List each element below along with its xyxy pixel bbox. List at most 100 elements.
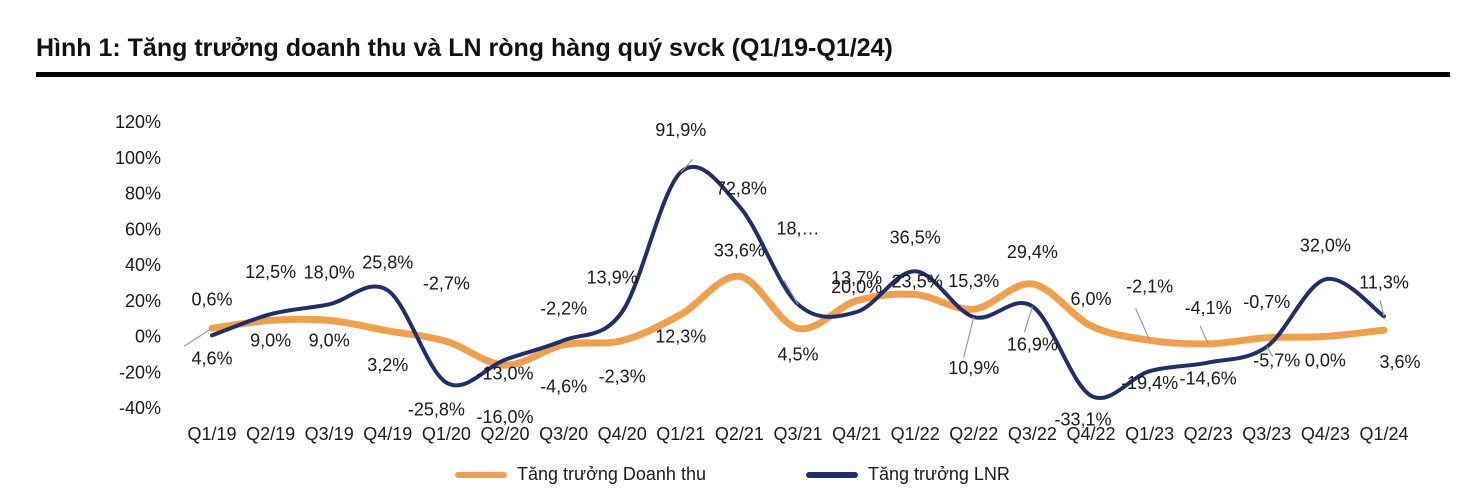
- lnr-data-label: 18,0%: [304, 262, 355, 282]
- revenue-point: [445, 340, 448, 343]
- x-tick-label: Q1/21: [656, 424, 705, 444]
- revenue-data-label: 33,6%: [714, 240, 765, 260]
- lnr-data-label: -19,4%: [1121, 373, 1178, 393]
- x-tick-label: Q3/21: [773, 424, 822, 444]
- lnr-point: [328, 303, 331, 306]
- revenue-point: [1383, 329, 1386, 332]
- revenue-data-label: 20,0%: [831, 277, 882, 297]
- x-tick-label: Q3/22: [1008, 424, 1057, 444]
- legend-item-lnr: Tăng trưởng LNR: [806, 464, 1010, 485]
- revenue-point: [855, 299, 858, 302]
- y-tick-label: -20%: [119, 362, 161, 382]
- lnr-growth-line: [210, 164, 1386, 400]
- revenue-point: [914, 293, 917, 296]
- revenue-point: [738, 275, 741, 278]
- chart-legend: Tăng trưởng Doanh thu Tăng trưởng LNR: [0, 464, 1480, 492]
- lnr-data-label: 11,3%: [1359, 272, 1409, 292]
- x-tick-label: Q1/19: [187, 424, 236, 444]
- label-leader-line: [183, 327, 213, 347]
- y-tick-label: 120%: [115, 112, 161, 132]
- figure-title: Hình 1: Tăng trưởng doanh thu và LN ròng…: [36, 34, 893, 62]
- lnr-data-label: -25,8%: [408, 400, 465, 420]
- lnr-data-label: -14,6%: [1180, 369, 1237, 389]
- label-leader-line: [1379, 300, 1385, 317]
- legend-swatch-revenue: [455, 471, 507, 478]
- x-tick-label: Q4/22: [1066, 424, 1115, 444]
- x-tick-label: Q2/21: [715, 424, 764, 444]
- lnr-point: [504, 358, 507, 361]
- revenue-data-label: 9,0%: [309, 330, 350, 350]
- lnr-data-label: 91,9%: [655, 120, 706, 140]
- revenue-point: [1031, 282, 1034, 285]
- revenue-data-label: 23,5%: [892, 271, 943, 291]
- lnr-point: [855, 311, 858, 314]
- revenue-point: [269, 319, 272, 322]
- legend-label-lnr: Tăng trưởng LNR: [868, 464, 1010, 484]
- revenue-point: [972, 308, 975, 311]
- x-tick-label: Q1/24: [1359, 424, 1408, 444]
- lnr-data-label: 16,9%: [1007, 334, 1058, 354]
- revenue-point: [797, 327, 800, 330]
- lnr-data-label: 10,9%: [948, 358, 999, 378]
- x-tick-label: Q3/23: [1242, 424, 1291, 444]
- revenue-point: [621, 339, 624, 342]
- revenue-point: [1265, 336, 1268, 339]
- label-leader-line: [1266, 346, 1274, 357]
- label-leader-line: [963, 316, 975, 358]
- label-leader-line: [1023, 306, 1033, 333]
- revenue-data-label: 3,2%: [367, 355, 408, 375]
- lnr-point: [386, 289, 389, 292]
- revenue-data-label: -2,7%: [423, 273, 470, 293]
- x-tick-label: Q3/20: [539, 424, 588, 444]
- revenue-data-label: 29,4%: [1007, 242, 1058, 262]
- revenue-data-label: -0,7%: [1243, 292, 1290, 312]
- y-tick-label: 40%: [125, 255, 161, 275]
- x-tick-label: Q1/22: [891, 424, 940, 444]
- lnr-data-label: -5,7%: [1253, 351, 1300, 371]
- x-tick-label: Q3/19: [305, 424, 354, 444]
- title-rule: [36, 72, 1450, 77]
- x-tick-label: Q2/22: [949, 424, 998, 444]
- revenue-point: [1324, 335, 1327, 338]
- lnr-data-label: 12,5%: [245, 262, 296, 282]
- lnr-point: [1207, 361, 1210, 364]
- lnr-point: [269, 313, 272, 316]
- lnr-data-label: 72,8%: [716, 178, 767, 198]
- lnr-data-label: 0,6%: [191, 289, 232, 309]
- revenue-point: [1090, 324, 1093, 327]
- revenue-data-label: 6,0%: [1070, 289, 1111, 309]
- x-tick-label: Q2/19: [246, 424, 295, 444]
- x-tick-label: Q2/23: [1184, 424, 1233, 444]
- revenue-data-label: 9,0%: [250, 330, 291, 350]
- x-tick-label: Q4/23: [1301, 424, 1350, 444]
- revenue-data-label: 0,0%: [1305, 351, 1346, 371]
- lnr-point: [211, 334, 214, 337]
- lnr-data-label: -13,0%: [476, 364, 533, 384]
- lnr-point: [1324, 278, 1327, 281]
- x-tick-label: Q4/21: [832, 424, 881, 444]
- lnr-data-label: 32,0%: [1300, 235, 1351, 255]
- lnr-point: [621, 310, 624, 313]
- revenue-point: [328, 319, 331, 322]
- x-tick-label: Q1/23: [1125, 424, 1174, 444]
- revenue-data-label: -4,6%: [540, 377, 587, 397]
- label-leader-line: [1135, 308, 1151, 341]
- x-tick-label: Q1/20: [422, 424, 471, 444]
- label-leader-line: [1199, 325, 1209, 345]
- lnr-point: [738, 205, 741, 208]
- lnr-point: [1090, 394, 1093, 397]
- revenue-data-label: 12,3%: [655, 327, 706, 347]
- y-tick-label: 60%: [125, 219, 161, 239]
- revenue-point: [562, 343, 565, 346]
- revenue-data-label: 3,6%: [1379, 352, 1420, 372]
- lnr-data-label: 36,5%: [890, 227, 941, 247]
- lnr-data-label: 13,7%: [831, 268, 882, 288]
- x-tick-label: Q4/20: [598, 424, 647, 444]
- y-tick-label: 0%: [135, 327, 161, 347]
- y-tick-label: 100%: [115, 148, 161, 168]
- revenue-point: [679, 313, 682, 316]
- lnr-data-label: -2,2%: [540, 298, 587, 318]
- lnr-data-label: 13,9%: [587, 268, 638, 288]
- revenue-data-label: -16,0%: [476, 407, 533, 427]
- revenue-data-label: 4,5%: [777, 344, 818, 364]
